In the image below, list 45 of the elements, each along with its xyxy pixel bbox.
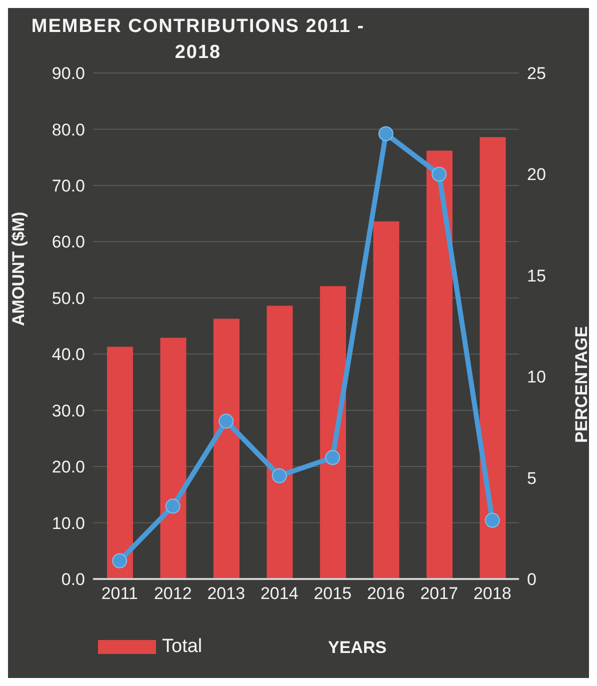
bar xyxy=(107,346,133,579)
y2-tick-label: 10 xyxy=(527,368,546,387)
point xyxy=(484,512,500,528)
x-tick-label: 2016 xyxy=(366,584,405,604)
bar xyxy=(320,286,346,579)
point xyxy=(325,450,340,466)
y-tick-label: 50.0 xyxy=(52,288,85,308)
y-tick-label: 30.0 xyxy=(52,401,85,420)
y-tick-label: 70.0 xyxy=(52,176,85,196)
point xyxy=(218,414,234,429)
x-tick-label: 2015 xyxy=(314,584,352,604)
legend-label: Total xyxy=(162,636,202,658)
y2-tick-label: 5 xyxy=(527,468,536,488)
point xyxy=(378,126,394,142)
bar xyxy=(426,150,452,579)
y2-tick-label: 25 xyxy=(527,64,546,84)
y-tick-label: 60.0 xyxy=(52,232,85,252)
point xyxy=(272,468,287,484)
y-tick-label: 10.0 xyxy=(52,514,85,533)
y-tick-label: 80.0 xyxy=(52,120,85,140)
x-axis-title: YEARS xyxy=(328,638,387,658)
y-tick-label: 20.0 xyxy=(52,458,85,477)
bar xyxy=(214,318,240,579)
chart-title: MEMBER CONTRIBUTIONS 2011 - 2018 xyxy=(30,15,366,65)
y2-tick-label: 20 xyxy=(527,165,546,184)
x-tick-label: 2018 xyxy=(473,584,512,604)
bar xyxy=(373,221,400,579)
y2-tick-label: 15 xyxy=(527,266,546,286)
y-tick-label: 40.0 xyxy=(52,345,85,364)
bar xyxy=(266,306,293,579)
x-tick-label: 2014 xyxy=(260,584,298,604)
bar xyxy=(480,137,506,579)
point xyxy=(112,553,128,568)
y-axis-title: AMOUNT ($M) xyxy=(9,212,28,326)
x-tick-label: 2017 xyxy=(420,584,458,604)
x-tick-label: 2011 xyxy=(101,584,138,604)
point xyxy=(432,166,447,182)
point xyxy=(165,498,180,514)
x-tick-label: 2013 xyxy=(207,584,246,604)
y-tick-label: 90.0 xyxy=(52,64,85,84)
bar xyxy=(160,338,186,579)
y2-tick-label: 0 xyxy=(527,570,536,590)
y2-axis-title: PERCENTAGE xyxy=(572,326,592,443)
x-tick-label: 2012 xyxy=(154,584,192,604)
y-tick-label: 0.0 xyxy=(61,570,85,590)
